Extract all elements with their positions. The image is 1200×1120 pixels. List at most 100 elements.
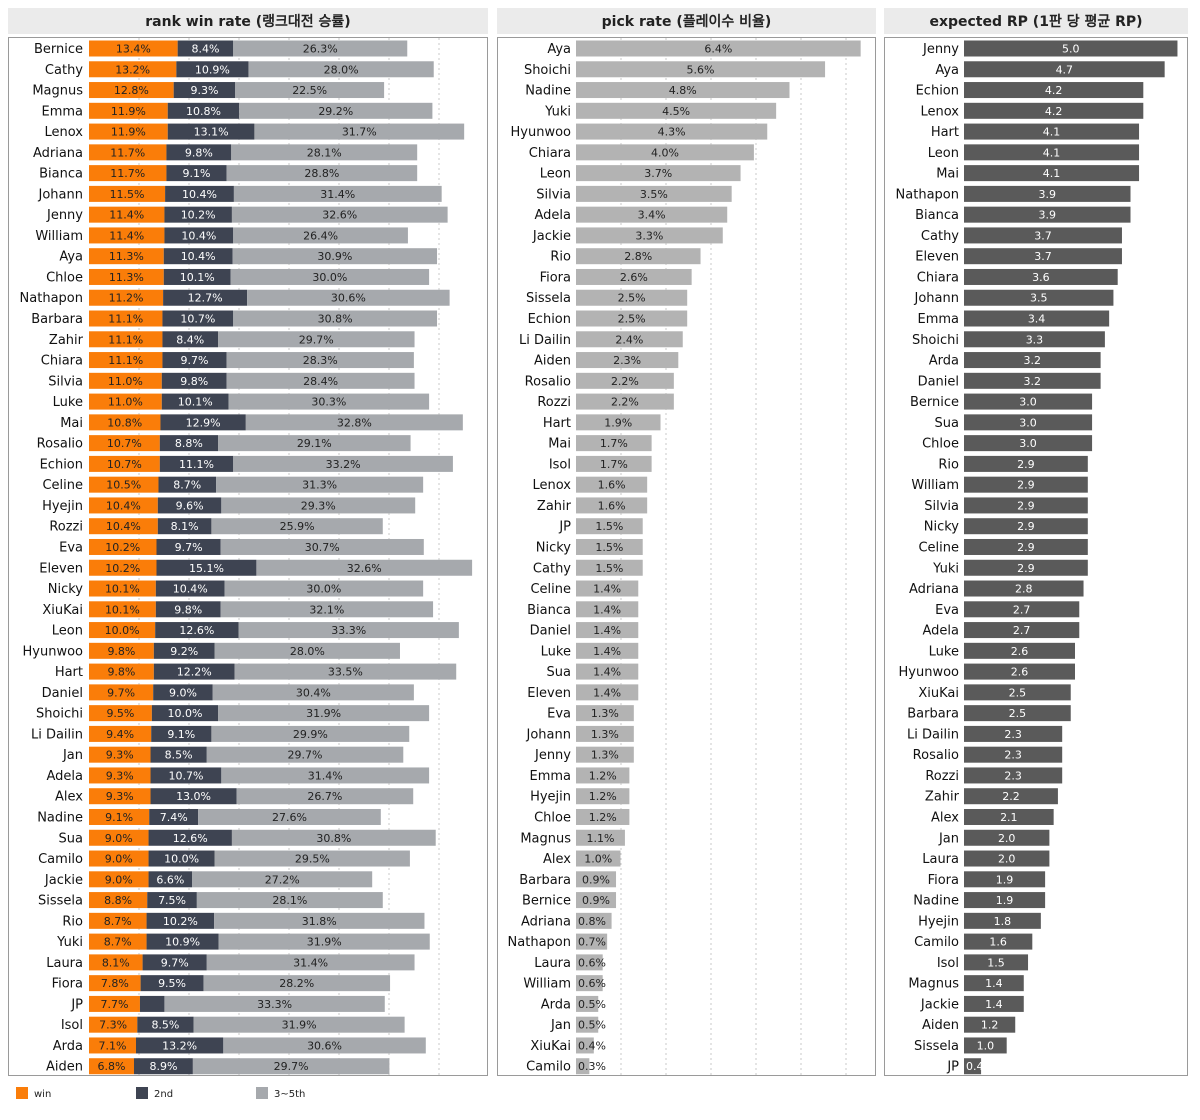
bar — [964, 684, 1071, 701]
category-label: Camilo — [38, 852, 83, 867]
bar-row: Bernice 13.4% 8.4% 26.3% — [34, 40, 408, 57]
value-label: 9.3% — [106, 769, 134, 782]
category-label: Jenny — [534, 748, 571, 763]
value-label: 7.7% — [100, 998, 128, 1011]
value-label: 2.7 — [1013, 603, 1031, 616]
bar — [576, 82, 790, 99]
value-label: 1.9 — [996, 894, 1014, 907]
bar — [576, 61, 826, 78]
bar-row: XiuKai 2.5 — [918, 684, 1071, 701]
value-label: 9.7% — [181, 354, 209, 367]
bar-row: Sua 9.0% 12.6% 30.8% — [59, 829, 436, 846]
bar — [576, 684, 639, 701]
value-label: 31.4% — [308, 769, 343, 782]
panel-title: rank win rate (랭크대전 승률) — [145, 13, 350, 30]
bar-row: Jan 2.0 — [938, 829, 1050, 846]
bar-row: Alex 9.3% 13.0% 26.7% — [55, 788, 414, 805]
category-label: Adriana — [33, 146, 83, 161]
category-label: Emma — [529, 769, 571, 784]
bar-segment-3to5th — [231, 144, 418, 161]
value-label: 29.5% — [295, 853, 330, 866]
category-label: Rio — [938, 457, 959, 472]
category-label: Laura — [534, 956, 571, 971]
bar — [964, 912, 1041, 929]
bar-row: Rosalio 2.3 — [913, 746, 1063, 763]
bar-row: JP 0.4 — [946, 1058, 984, 1075]
value-label: 7.3% — [99, 1019, 127, 1032]
value-label: 31.9% — [307, 936, 342, 949]
category-label: Hyejin — [918, 914, 959, 929]
value-label: 2.5% — [618, 313, 646, 326]
value-label: 9.8% — [107, 645, 135, 658]
category-label: Hart — [55, 665, 83, 680]
value-label: 9.8% — [180, 375, 208, 388]
bar — [964, 206, 1131, 223]
category-label: Luke — [53, 395, 83, 410]
value-label: 8.7% — [104, 936, 132, 949]
bar-segment-win — [89, 725, 152, 742]
category-label: Echion — [40, 457, 83, 472]
bar — [576, 248, 701, 265]
value-label: 10.5% — [106, 479, 141, 492]
category-label: Sissela — [38, 894, 83, 909]
value-label: 4.1 — [1043, 167, 1061, 180]
bar — [576, 352, 679, 369]
bar-segment-win — [89, 455, 160, 472]
value-label: 8.9% — [149, 1060, 177, 1073]
bar-segment-win — [89, 808, 150, 825]
value-label: 10.7% — [168, 769, 203, 782]
value-label: 30.3% — [311, 396, 346, 409]
bar-segment-3to5th — [245, 414, 463, 431]
category-label: Hyejin — [42, 499, 83, 514]
category-label: Echion — [528, 312, 571, 327]
bar — [964, 1058, 982, 1075]
value-label: 10.2% — [163, 915, 198, 928]
bar — [576, 559, 643, 576]
category-label: Rozzi — [537, 395, 571, 410]
bar — [964, 144, 1140, 161]
category-label: Nathapon — [20, 291, 83, 306]
bar-row: Hyejin 1.2% — [530, 788, 630, 805]
value-label: 1.4% — [593, 603, 621, 616]
category-label: Yuki — [932, 561, 959, 576]
bar-row: Chloe 11.3% 10.1% 30.0% — [46, 268, 430, 285]
value-label: 4.2 — [1045, 84, 1063, 97]
bar — [964, 808, 1054, 825]
value-label: 4.5% — [662, 105, 690, 118]
bar-segment-win — [89, 684, 154, 701]
bar — [964, 123, 1140, 140]
bar — [964, 289, 1114, 306]
bar — [576, 123, 768, 140]
bar-segment-win — [89, 912, 147, 929]
bar-segment-2nd — [158, 476, 217, 493]
category-label: Nathapon — [508, 935, 571, 950]
bar — [964, 622, 1080, 639]
value-label: 2.9 — [1017, 479, 1035, 492]
bar — [576, 206, 728, 223]
bar-segment-2nd — [150, 767, 222, 784]
bar-row: Rio 8.7% 10.2% 31.8% — [62, 912, 425, 929]
category-label: Eleven — [39, 561, 83, 576]
bar-segment-2nd — [165, 185, 234, 202]
value-label: 3.3% — [635, 229, 663, 242]
value-label: 9.5% — [158, 977, 186, 990]
value-label: 1.4 — [985, 977, 1003, 990]
bar-row: Adela 3.4% — [535, 206, 728, 223]
category-label: Chloe — [922, 437, 959, 452]
category-label: Fiora — [540, 270, 571, 285]
bar-segment-3to5th — [220, 601, 434, 618]
bar-row: Cathy 3.7 — [921, 227, 1122, 244]
bar — [576, 808, 630, 825]
bar — [964, 580, 1084, 597]
value-label: 3.5 — [1030, 292, 1048, 305]
value-label: 10.9% — [195, 63, 230, 76]
bar-row: Leon 4.1 — [928, 144, 1140, 161]
bar-row: Daniel 3.2 — [918, 372, 1101, 389]
value-label: 10.1% — [178, 396, 213, 409]
value-label: 29.3% — [301, 499, 336, 512]
value-label: 3.7% — [644, 167, 672, 180]
bar-row: Yuki 4.5% — [544, 102, 777, 119]
category-label: Emma — [917, 312, 959, 327]
bar-row: Li Dailin 2.4% — [519, 331, 683, 348]
bar-segment-win — [89, 144, 167, 161]
